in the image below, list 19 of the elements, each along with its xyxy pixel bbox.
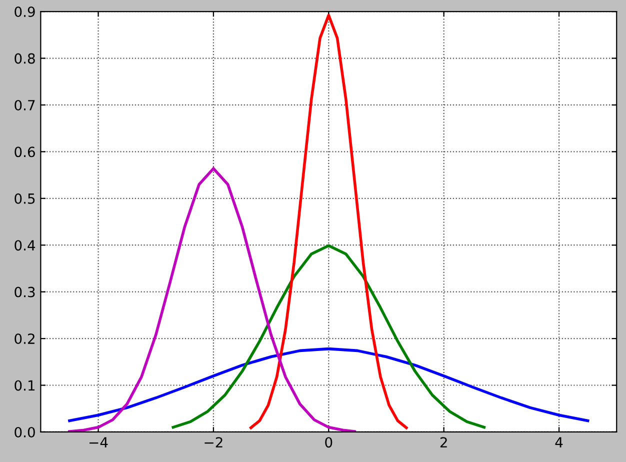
line-series bbox=[68, 347, 590, 422]
x-tick-label: 4 bbox=[555, 437, 563, 448]
line-series bbox=[250, 14, 408, 430]
y-tick-label: 0.8 bbox=[14, 53, 35, 64]
y-tick-label: 0.7 bbox=[14, 100, 35, 110]
x-tick-label: 0 bbox=[325, 437, 332, 448]
y-tick-label: 0.6 bbox=[14, 146, 35, 158]
line-series bbox=[68, 167, 356, 432]
y-tick-label: 0.2 bbox=[14, 334, 34, 344]
x-tick-label: −4 bbox=[90, 437, 108, 448]
x-tick-label: 2 bbox=[440, 437, 447, 448]
y-tick-label: 0.9 bbox=[14, 6, 35, 18]
line-series bbox=[172, 244, 486, 429]
y-tick-label: 0.4 bbox=[14, 240, 36, 251]
y-tick-label: 0.0 bbox=[14, 426, 35, 438]
y-tick-label: 0.1 bbox=[14, 380, 35, 391]
y-tick-label: 0.3 bbox=[14, 286, 35, 298]
y-tick-label: 0.5 bbox=[14, 193, 35, 204]
x-tick-label: −2 bbox=[204, 437, 222, 448]
